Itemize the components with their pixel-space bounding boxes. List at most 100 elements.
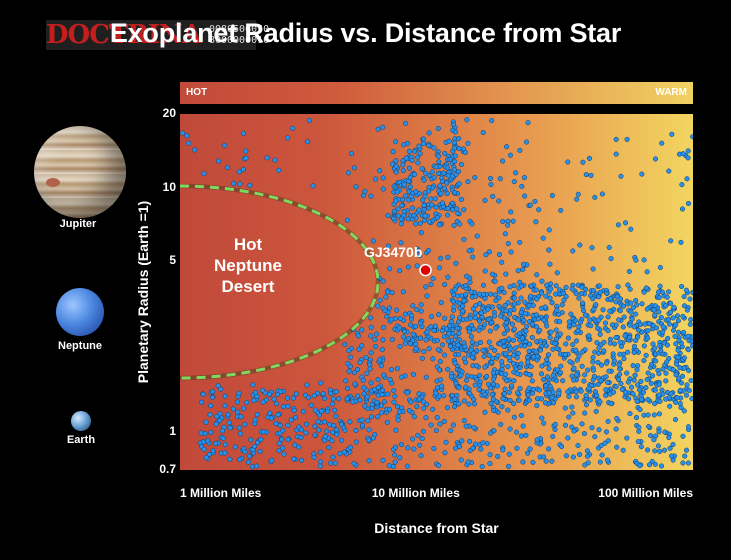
data-point (678, 239, 684, 245)
data-point (597, 289, 603, 295)
data-point (579, 284, 585, 290)
data-point (665, 316, 672, 322)
data-point (472, 441, 479, 447)
data-point (630, 305, 636, 311)
data-point (393, 158, 399, 164)
data-point (605, 314, 611, 320)
data-point (411, 149, 418, 155)
data-point (462, 343, 468, 349)
data-point (654, 325, 660, 331)
data-point (656, 392, 662, 398)
data-point (687, 321, 693, 327)
data-point (598, 378, 604, 384)
data-point (406, 408, 412, 414)
data-point (410, 331, 416, 337)
data-point (657, 398, 663, 404)
data-point (403, 155, 409, 161)
data-point (511, 378, 517, 384)
data-point (515, 268, 521, 274)
data-point (656, 411, 662, 417)
data-point (414, 263, 420, 269)
x-axis-label: Distance from Star (374, 520, 499, 536)
data-point (543, 361, 549, 367)
data-point (507, 397, 513, 403)
data-point (522, 311, 528, 317)
data-point (573, 291, 579, 297)
data-point (544, 282, 550, 288)
data-point (511, 179, 517, 185)
data-point (413, 341, 419, 347)
data-point (423, 337, 429, 343)
data-point (498, 371, 505, 377)
data-point (616, 362, 622, 368)
data-point (626, 268, 632, 275)
data-point (388, 316, 394, 322)
data-point (490, 396, 496, 402)
data-point (571, 377, 577, 383)
data-point (613, 136, 619, 142)
data-point (312, 423, 318, 429)
data-point (243, 155, 249, 161)
data-point (298, 434, 304, 441)
data-point (547, 334, 553, 341)
data-point (633, 257, 639, 263)
data-point (587, 317, 593, 323)
data-point (275, 412, 281, 418)
data-point (280, 445, 286, 451)
data-point (368, 315, 374, 321)
data-point (524, 323, 530, 329)
data-point (672, 416, 679, 423)
data-point (461, 207, 467, 213)
data-point (328, 390, 334, 396)
data-point (474, 363, 480, 369)
data-point (419, 166, 425, 172)
data-point (483, 252, 489, 258)
data-point (456, 300, 462, 306)
data-point (570, 342, 576, 348)
data-point (674, 361, 680, 367)
data-point (405, 264, 411, 270)
data-point (408, 399, 414, 405)
data-point (643, 285, 649, 291)
data-point (387, 407, 393, 413)
data-point (657, 448, 663, 454)
data-point (399, 197, 406, 203)
data-point (685, 148, 691, 154)
data-point (404, 463, 410, 469)
data-point (565, 335, 571, 341)
data-point (660, 324, 666, 330)
data-point (471, 326, 477, 332)
data-point (641, 343, 647, 349)
data-point (353, 184, 359, 190)
data-point (650, 341, 656, 347)
data-point (422, 213, 428, 219)
data-point (431, 445, 437, 452)
data-point (390, 464, 397, 470)
data-point (474, 377, 480, 383)
data-point (500, 158, 506, 164)
data-point (596, 427, 602, 433)
data-point (624, 435, 630, 441)
data-point (640, 389, 647, 395)
data-point (312, 407, 318, 413)
data-point (451, 145, 457, 151)
data-point (433, 390, 439, 396)
chart-title: Exoplanet Radius vs. Distance from Star (109, 18, 622, 48)
data-point (439, 342, 446, 348)
data-point (651, 307, 657, 313)
data-point (631, 324, 637, 330)
data-point (329, 438, 335, 444)
data-point (258, 436, 264, 442)
data-point (511, 414, 517, 420)
data-point (463, 384, 469, 390)
data-point (664, 294, 670, 300)
x-tick-label: 100 Million Miles (598, 486, 693, 500)
data-point (292, 442, 298, 448)
data-point (208, 429, 214, 436)
data-point (395, 417, 401, 423)
data-point (653, 358, 659, 364)
data-point (222, 403, 228, 409)
data-point (467, 315, 474, 321)
data-point (513, 429, 520, 435)
data-point (559, 302, 565, 308)
